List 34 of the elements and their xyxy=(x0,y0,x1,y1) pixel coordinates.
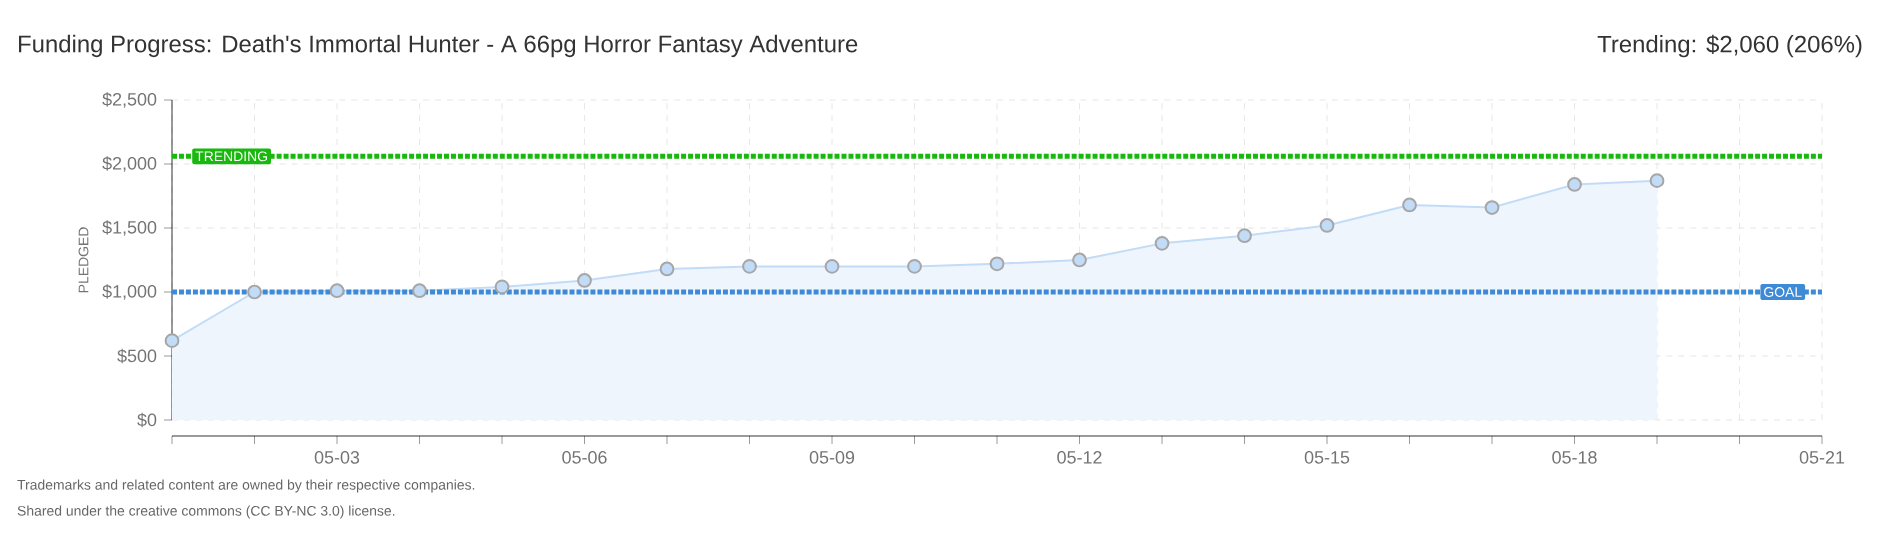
x-tick-label: 05-21 xyxy=(1799,451,1845,464)
y-tick-label: $1,000 xyxy=(102,284,157,300)
point xyxy=(329,283,345,299)
point xyxy=(412,283,427,299)
x-tick-label: 05-06 xyxy=(562,451,607,464)
point xyxy=(577,273,592,288)
point xyxy=(907,259,922,274)
point xyxy=(1319,218,1335,233)
point xyxy=(494,279,510,295)
x-tick-label: 05-15 xyxy=(1304,451,1350,464)
y-tick-label: $0 xyxy=(137,412,157,428)
point xyxy=(164,333,180,349)
point xyxy=(1072,252,1087,268)
point xyxy=(824,259,840,274)
point xyxy=(1154,235,1170,251)
point xyxy=(1237,228,1252,244)
point xyxy=(1567,177,1582,192)
point xyxy=(1484,200,1500,215)
point xyxy=(659,261,675,277)
point xyxy=(1402,197,1417,213)
y-tick-label: $2,500 xyxy=(102,92,157,108)
x-tick-label: 05-03 xyxy=(314,451,360,464)
point xyxy=(742,259,757,274)
x-tick-label: 05-18 xyxy=(1552,451,1597,464)
point xyxy=(1649,173,1665,189)
point xyxy=(247,284,262,300)
point xyxy=(989,256,1005,272)
y-tick-label: $2,000 xyxy=(102,156,157,172)
chart-title: Funding Progress: Death's Immortal Hunter - A 66pg Horror Fantasy Adventure xyxy=(19,34,858,58)
y-tick-label: $1,500 xyxy=(102,220,157,236)
x-tick-label: 05-09 xyxy=(809,451,855,464)
chart-subtitle: Trending: $2,060 (206%) xyxy=(1597,34,1862,58)
x-tick-label: 05-12 xyxy=(1057,451,1102,464)
y-tick-label: $500 xyxy=(117,348,157,364)
